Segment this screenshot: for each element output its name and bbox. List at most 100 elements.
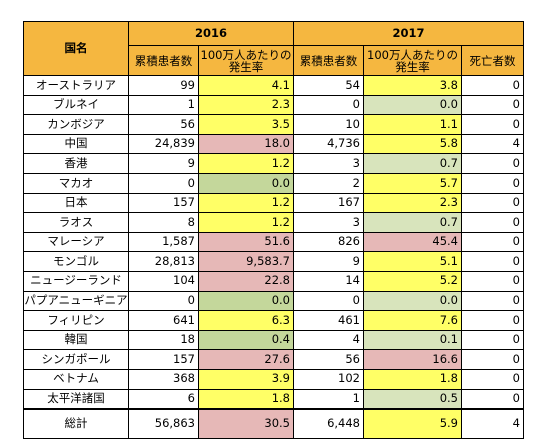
rate-2016: 22.8 (198, 270, 294, 292)
cumulative-2016: 8 (128, 212, 199, 233)
header-country: 国名 (23, 21, 129, 76)
cumulative-2017: 826 (293, 231, 364, 253)
rate-2017: 45.4 (363, 231, 462, 253)
deaths: 0 (461, 329, 524, 351)
deaths: 0 (461, 290, 524, 312)
rate-2017: 0.7 (363, 212, 462, 233)
cumulative-2016: 56 (128, 114, 199, 135)
total-row: 総計 56,863 30.5 6,448 5.9 4 (23, 408, 524, 439)
rate-2017: 5.7 (363, 172, 462, 194)
rate-2016: 0.4 (198, 329, 294, 351)
rate-2017: 5.1 (363, 251, 462, 272)
deaths: 0 (461, 94, 524, 116)
measles-table: 国名 2016 2017 累積患者数 100万人あたりの発生率 累積患者数 10… (23, 21, 524, 439)
country-name: シンガポール (23, 349, 129, 370)
rate-2016: 9,583.7 (198, 251, 294, 272)
rate-2017: 3.8 (363, 75, 462, 96)
table-row: パプアニューギニア 0 0.0 0 0.0 0 (23, 290, 524, 312)
rate-2017: 1.8 (363, 368, 462, 390)
rate-2017: 0.0 (363, 290, 462, 312)
cumulative-2016: 28,813 (128, 251, 199, 272)
table-row: 韓国 18 0.4 4 0.1 0 (23, 329, 524, 351)
rate-2016: 51.6 (198, 231, 294, 253)
table-row: カンボジア 56 3.5 10 1.1 0 (23, 114, 524, 135)
cumulative-2017: 14 (293, 270, 364, 292)
header-year-2016: 2016 (128, 21, 294, 46)
total-deaths: 4 (461, 408, 524, 439)
cumulative-2016: 641 (128, 310, 199, 331)
rate-2016: 18.0 (198, 133, 294, 155)
deaths: 0 (461, 114, 524, 135)
rate-2016: 0.0 (198, 172, 294, 194)
header-rate-2016: 100万人あたりの発生率 (198, 45, 294, 76)
deaths: 0 (461, 153, 524, 174)
table-row: シンガポール 157 27.6 56 16.6 0 (23, 349, 524, 370)
country-name: カンボジア (23, 114, 129, 135)
cumulative-2016: 1 (128, 94, 199, 116)
rate-2017: 7.6 (363, 310, 462, 331)
table-row: マカオ 0 0.0 2 5.7 0 (23, 172, 524, 194)
rate-2017: 0.0 (363, 94, 462, 116)
cumulative-2017: 4,736 (293, 133, 364, 155)
total-label: 総計 (23, 408, 129, 439)
rate-2017: 5.2 (363, 270, 462, 292)
table-row: モンゴル 28,813 9,583.7 9 5.1 0 (23, 251, 524, 272)
cumulative-2017: 461 (293, 310, 364, 331)
country-name: モンゴル (23, 251, 129, 272)
country-name: 太平洋諸国 (23, 388, 129, 410)
cumulative-2016: 9 (128, 153, 199, 174)
country-name: 日本 (23, 192, 129, 214)
country-name: フィリピン (23, 310, 129, 331)
table-row: ニュージーランド 104 22.8 14 5.2 0 (23, 270, 524, 292)
table-row: 中国 24,839 18.0 4,736 5.8 4 (23, 133, 524, 155)
table-row: ラオス 8 1.2 3 0.7 0 (23, 212, 524, 233)
deaths: 0 (461, 270, 524, 292)
deaths: 0 (461, 212, 524, 233)
cumulative-2016: 1,587 (128, 231, 199, 253)
deaths: 0 (461, 75, 524, 96)
rate-2016: 1.2 (198, 212, 294, 233)
rate-2016: 1.2 (198, 153, 294, 174)
cumulative-2017: 9 (293, 251, 364, 272)
table-row: ベトナム 368 3.9 102 1.8 0 (23, 368, 524, 390)
cumulative-2017: 10 (293, 114, 364, 135)
table-row: マレーシア 1,587 51.6 826 45.4 0 (23, 231, 524, 253)
cumulative-2017: 102 (293, 368, 364, 390)
rate-2017: 1.1 (363, 114, 462, 135)
deaths: 0 (461, 251, 524, 272)
rate-2016: 6.3 (198, 310, 294, 331)
cumulative-2017: 167 (293, 192, 364, 214)
cumulative-2016: 18 (128, 329, 199, 351)
country-name: ニュージーランド (23, 270, 129, 292)
rate-2016: 3.9 (198, 368, 294, 390)
deaths: 0 (461, 231, 524, 253)
table-row: 太平洋諸国 6 1.8 1 0.5 0 (23, 388, 524, 410)
cumulative-2016: 104 (128, 270, 199, 292)
table-row: 日本 157 1.2 167 2.3 0 (23, 192, 524, 214)
rate-2016: 4.1 (198, 75, 294, 96)
rate-2017: 0.1 (363, 329, 462, 351)
rate-2017: 2.3 (363, 192, 462, 214)
rate-2016: 0.0 (198, 290, 294, 312)
rate-2017: 0.5 (363, 388, 462, 410)
deaths: 4 (461, 133, 524, 155)
table-row: ブルネイ 1 2.3 0 0.0 0 (23, 94, 524, 116)
cumulative-2017: 4 (293, 329, 364, 351)
rate-2017: 0.7 (363, 153, 462, 174)
table-row: 香港 9 1.2 3 0.7 0 (23, 153, 524, 174)
rate-2016: 2.3 (198, 94, 294, 116)
deaths: 0 (461, 310, 524, 331)
total-rate-2016: 30.5 (198, 408, 294, 439)
total-cumulative-2016: 56,863 (128, 408, 199, 439)
deaths: 0 (461, 172, 524, 194)
cumulative-2016: 368 (128, 368, 199, 390)
header-deaths: 死亡者数 (461, 45, 524, 76)
country-name: パプアニューギニア (23, 290, 129, 312)
deaths: 0 (461, 388, 524, 410)
rate-2016: 3.5 (198, 114, 294, 135)
cumulative-2017: 56 (293, 349, 364, 370)
header-cumulative-2016: 累積患者数 (128, 45, 199, 76)
header-rate-2017: 100万人あたりの発生率 (363, 45, 462, 76)
cumulative-2017: 0 (293, 290, 364, 312)
cumulative-2017: 1 (293, 388, 364, 410)
